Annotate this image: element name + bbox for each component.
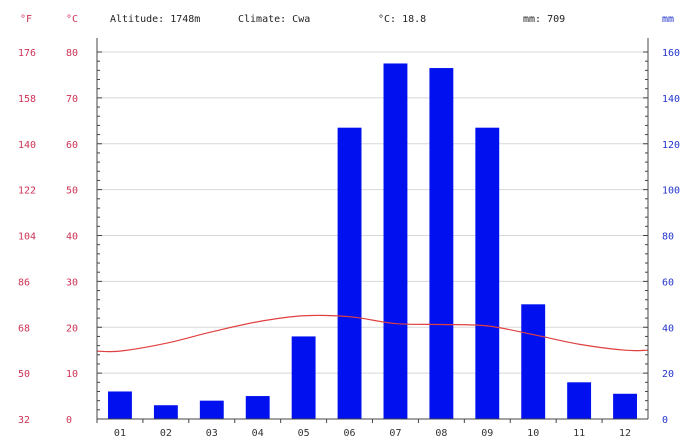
precip-bar (383, 63, 408, 419)
grid (97, 51, 648, 374)
precip-bar (199, 400, 224, 419)
celsius-tick-label: 60 (66, 140, 78, 151)
month-tick-label: 09 (481, 428, 493, 439)
month-tick-label: 06 (344, 428, 356, 439)
celsius-tick-label: 40 (66, 232, 78, 243)
mm-tick-label: 0 (662, 415, 668, 426)
month-tick-label: 04 (252, 428, 264, 439)
annual-precip-label: mm: 709 (523, 14, 565, 25)
fahrenheit-tick-label: 176 (18, 48, 36, 59)
precip-bar (429, 68, 454, 420)
mm-tick-label: 100 (662, 186, 680, 197)
fahrenheit-unit-label: °F (20, 14, 32, 25)
fahrenheit-tick-label: 32 (18, 415, 30, 426)
fahrenheit-tick-label: 50 (18, 369, 30, 380)
mm-tick-label: 140 (662, 94, 680, 105)
fahrenheit-tick-label: 68 (18, 323, 30, 334)
month-tick-label: 12 (619, 428, 631, 439)
fahrenheit-tick-label: 104 (18, 232, 36, 243)
precipitation-bars (108, 63, 637, 420)
celsius-tick-label: 80 (66, 48, 78, 59)
mm-unit-label: mm (662, 14, 674, 25)
precip-bar (245, 396, 270, 419)
month-tick-label: 01 (114, 428, 126, 439)
celsius-unit-label: °C (66, 14, 78, 25)
celsius-tick-label: 30 (66, 277, 78, 288)
celsius-tick-label: 20 (66, 323, 78, 334)
precip-bar (291, 336, 316, 419)
axes (96, 38, 649, 423)
fahrenheit-tick-label: 86 (18, 277, 30, 288)
month-tick-label: 05 (298, 428, 310, 439)
mm-tick-label: 60 (662, 277, 674, 288)
precip-bar (475, 127, 500, 419)
month-tick-label: 10 (527, 428, 539, 439)
month-tick-label: 02 (160, 428, 172, 439)
month-tick-label: 08 (435, 428, 447, 439)
mean-temp-label: °C: 18.8 (378, 14, 426, 25)
precip-bar (108, 391, 132, 419)
fahrenheit-tick-label: 158 (18, 94, 36, 105)
month-tick-label: 03 (206, 428, 218, 439)
precip-bar (521, 304, 546, 419)
mm-tick-label: 80 (662, 232, 674, 243)
month-tick-label: 11 (573, 428, 585, 439)
mm-tick-label: 20 (662, 369, 674, 380)
celsius-tick-label: 10 (66, 369, 78, 380)
celsius-tick-label: 50 (66, 186, 78, 197)
temperature-line (96, 314, 649, 353)
precip-bar (337, 127, 362, 419)
fahrenheit-tick-label: 122 (18, 186, 36, 197)
precip-bar (613, 393, 637, 419)
fahrenheit-tick-label: 140 (18, 140, 36, 151)
altitude-label: Altitude: 1748m (110, 14, 200, 25)
celsius-tick-label: 0 (66, 415, 72, 426)
precip-bar (153, 405, 178, 419)
mm-tick-label: 40 (662, 323, 674, 334)
tick-labels: 3250688610412214015817601020304050607080… (18, 48, 680, 439)
climate-label: Climate: Cwa (238, 14, 310, 25)
mm-tick-label: 120 (662, 140, 680, 151)
celsius-tick-label: 70 (66, 94, 78, 105)
mm-tick-label: 160 (662, 48, 680, 59)
precip-bar (567, 382, 592, 419)
month-tick-label: 07 (389, 428, 401, 439)
